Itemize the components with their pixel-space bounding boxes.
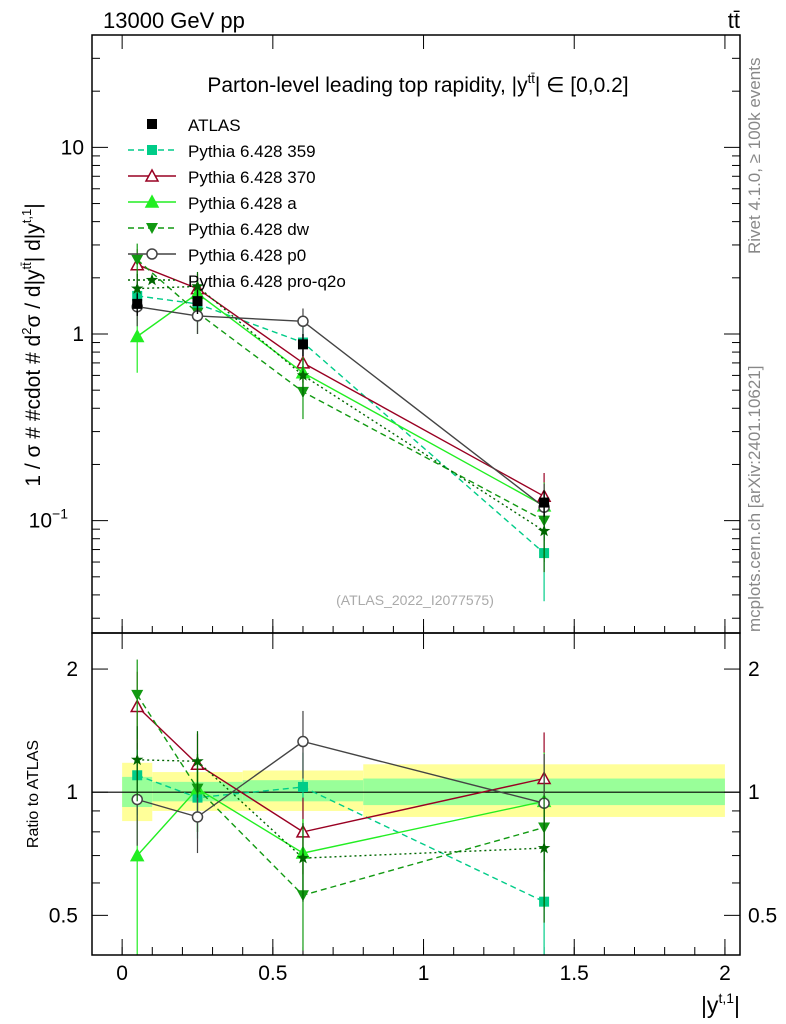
plot-title: Parton-level leading top rapidity, |ytt̄… xyxy=(207,71,628,97)
x-tick-label: 1.5 xyxy=(560,962,589,985)
x-axis-label-sup: t,1 xyxy=(718,990,734,1006)
ratio-point-pq2o xyxy=(537,841,551,854)
series-p359 xyxy=(132,279,550,602)
point-pq2o xyxy=(296,368,310,381)
ylabel-part-1: 2 xyxy=(19,328,34,335)
atlas-point xyxy=(539,497,550,508)
main-y-tick-label: 10 xyxy=(61,136,84,159)
ratio-frame xyxy=(91,632,741,956)
series-line-p359 xyxy=(137,295,545,554)
ylabel-part-6: | xyxy=(22,203,45,208)
ratio-y-tick-label-right: 2 xyxy=(748,658,760,681)
x-tick-label: 2 xyxy=(719,962,731,985)
legend-label-p359: Pythia 6.428 359 xyxy=(188,142,316,161)
legend-label-atlas: ATLAS xyxy=(188,116,241,135)
series-line-p370 xyxy=(136,264,545,497)
ratio-uncertainty-bands xyxy=(92,762,740,822)
ratio-y-tick-label-right: 1 xyxy=(748,781,760,804)
main-data-layer xyxy=(132,290,550,517)
header-right-label: tt̄ xyxy=(728,8,740,33)
legend-label-p370: Pythia 6.428 370 xyxy=(188,168,316,187)
main-y-tick-label: 1 xyxy=(72,323,84,346)
rivet-version-label: Rivet 4.1.0, ≥ 100k events xyxy=(745,58,764,254)
ratio-point-pq2o xyxy=(131,753,144,766)
x-tick-labels: 0 0.5 1 1.5 2 xyxy=(116,962,730,985)
series-line-pq2o xyxy=(137,285,545,532)
ratio-point-pp0 xyxy=(297,735,309,748)
ratio-y-tick-label-right: 0.5 xyxy=(748,904,777,927)
x-tick-label: 0.5 xyxy=(258,962,287,985)
ratio-y-tick-label: 0.5 xyxy=(49,904,78,927)
ratio-line-pa xyxy=(136,787,545,857)
legend-atlas-marker xyxy=(147,119,157,129)
ratio-point-pdw xyxy=(131,689,144,701)
ratio-line-pp0 xyxy=(137,740,545,818)
ylabel-part-4: | d|y xyxy=(22,223,45,262)
ratio-point-pq2o xyxy=(191,754,204,767)
point-pdw xyxy=(131,254,144,266)
point-pq2o xyxy=(537,524,551,537)
ratio-line-pq2o xyxy=(137,759,545,859)
plot-title-main: Parton-level leading top rapidity, |y xyxy=(207,74,528,97)
ratio-y-tick-labels: 2 2 1 1 0.5 0.5 xyxy=(49,658,777,927)
main-y-tick-label: 10−1 xyxy=(29,506,69,533)
ratio-series-pq2o xyxy=(131,726,551,923)
ratio-line-pdw xyxy=(136,694,545,896)
ratio-series-layer xyxy=(129,659,552,955)
plot-title-sup: tt̄ xyxy=(528,71,536,86)
point-pq2o xyxy=(131,282,144,294)
main-ticks xyxy=(92,34,740,633)
legend-marker-pdw xyxy=(146,223,158,234)
ratio-y-tick-label: 2 xyxy=(66,658,78,681)
ylabel-part-0: 1 / σ # #cdot # d xyxy=(22,335,45,487)
series-line-pa xyxy=(136,292,545,507)
ylabel-part-5: t,1 xyxy=(19,209,34,223)
x-tick-label: 0 xyxy=(116,962,128,985)
atlas-point xyxy=(192,296,203,307)
legend: ATLAS Pythia 6.428 359 Pythia 6.428 370 Pyt… xyxy=(128,116,346,291)
header-left-label: 13000 GeV pp xyxy=(103,8,245,33)
ratio-line-p370 xyxy=(136,705,545,833)
series-pp0 xyxy=(131,290,550,541)
legend-marker-pa xyxy=(144,194,160,208)
main-y-tick-labels: 10 1 10−1 xyxy=(29,136,84,532)
atlas-point xyxy=(297,339,308,350)
series-line-pdw xyxy=(136,259,545,522)
ratio-panel: 2 2 1 1 0.5 0.5 0 0.5 1 1.5 2 Ratio to ATLAS |yt,… xyxy=(25,632,777,1018)
atlas-point xyxy=(132,298,143,309)
ylabel-part-2: σ / d|y xyxy=(22,269,45,328)
legend-marker-p370 xyxy=(144,168,160,182)
ratio-line-p359 xyxy=(136,774,545,903)
point-pq2o xyxy=(191,279,204,292)
plot-title-range: | ∈ [0,0.2] xyxy=(535,74,629,97)
ratio-y-axis-label: Ratio to ATLAS xyxy=(25,740,42,848)
x-tick-label: 1 xyxy=(418,962,430,985)
x-axis-label: |yt,1| xyxy=(701,990,740,1018)
point-pa xyxy=(129,328,145,343)
x-axis-label-end: | xyxy=(734,992,740,1018)
point-pp0 xyxy=(297,315,309,328)
ratio-point-pq2o xyxy=(296,851,310,864)
legend-marker-pq2o xyxy=(145,273,159,286)
main-y-axis-label: 1 / σ # #cdot # d2σ / d|ytt̄| d|yt,1| xyxy=(19,203,45,486)
main-panel: 10 1 10−1 Parton-level leading top rapidit… xyxy=(19,34,741,634)
legend-label-pq2o: Pythia 6.428 pro-q2o xyxy=(188,272,346,291)
legend-label-pp0: Pythia 6.428 p0 xyxy=(188,246,306,265)
series-line-pp0 xyxy=(137,306,545,508)
ratio-point-pa xyxy=(129,848,145,862)
analysis-watermark: (ATLAS_2022_I2077575) xyxy=(336,592,494,608)
ylabel-part-3: tt̄ xyxy=(19,262,34,270)
legend-label-pa: Pythia 6.428 a xyxy=(188,194,297,213)
legend-marker-p359 xyxy=(147,145,157,155)
legend-marker-pp0 xyxy=(146,248,158,260)
ratio-y-tick-label: 1 xyxy=(66,781,78,804)
legend-label-pdw: Pythia 6.428 dw xyxy=(188,220,310,239)
ratio-point-pp0 xyxy=(191,811,204,823)
ratio-point-p359 xyxy=(297,781,308,792)
mcplots-credit-label: mcplots.cern.ch [arXiv:2401.10621] xyxy=(745,366,764,632)
x-axis-label-main: |y xyxy=(701,992,719,1018)
